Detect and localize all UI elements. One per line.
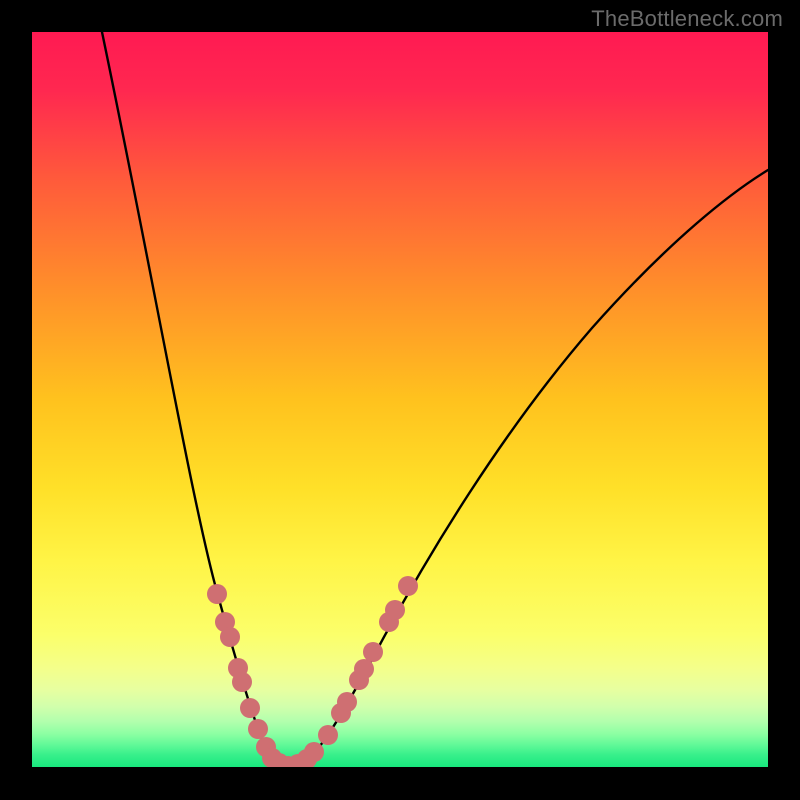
data-marker — [354, 659, 374, 679]
data-marker — [248, 719, 268, 739]
data-marker — [240, 698, 260, 718]
data-marker — [232, 672, 252, 692]
plot-area — [32, 32, 768, 767]
data-marker — [385, 600, 405, 620]
data-marker — [318, 725, 338, 745]
data-marker — [398, 576, 418, 596]
data-marker — [207, 584, 227, 604]
left-curve — [102, 32, 288, 767]
chart-stage: TheBottleneck.com — [0, 0, 800, 800]
attribution-label: TheBottleneck.com — [591, 6, 783, 32]
data-marker — [363, 642, 383, 662]
data-marker — [304, 742, 324, 762]
bottleneck-curves — [32, 32, 768, 767]
data-marker — [220, 627, 240, 647]
data-marker — [337, 692, 357, 712]
